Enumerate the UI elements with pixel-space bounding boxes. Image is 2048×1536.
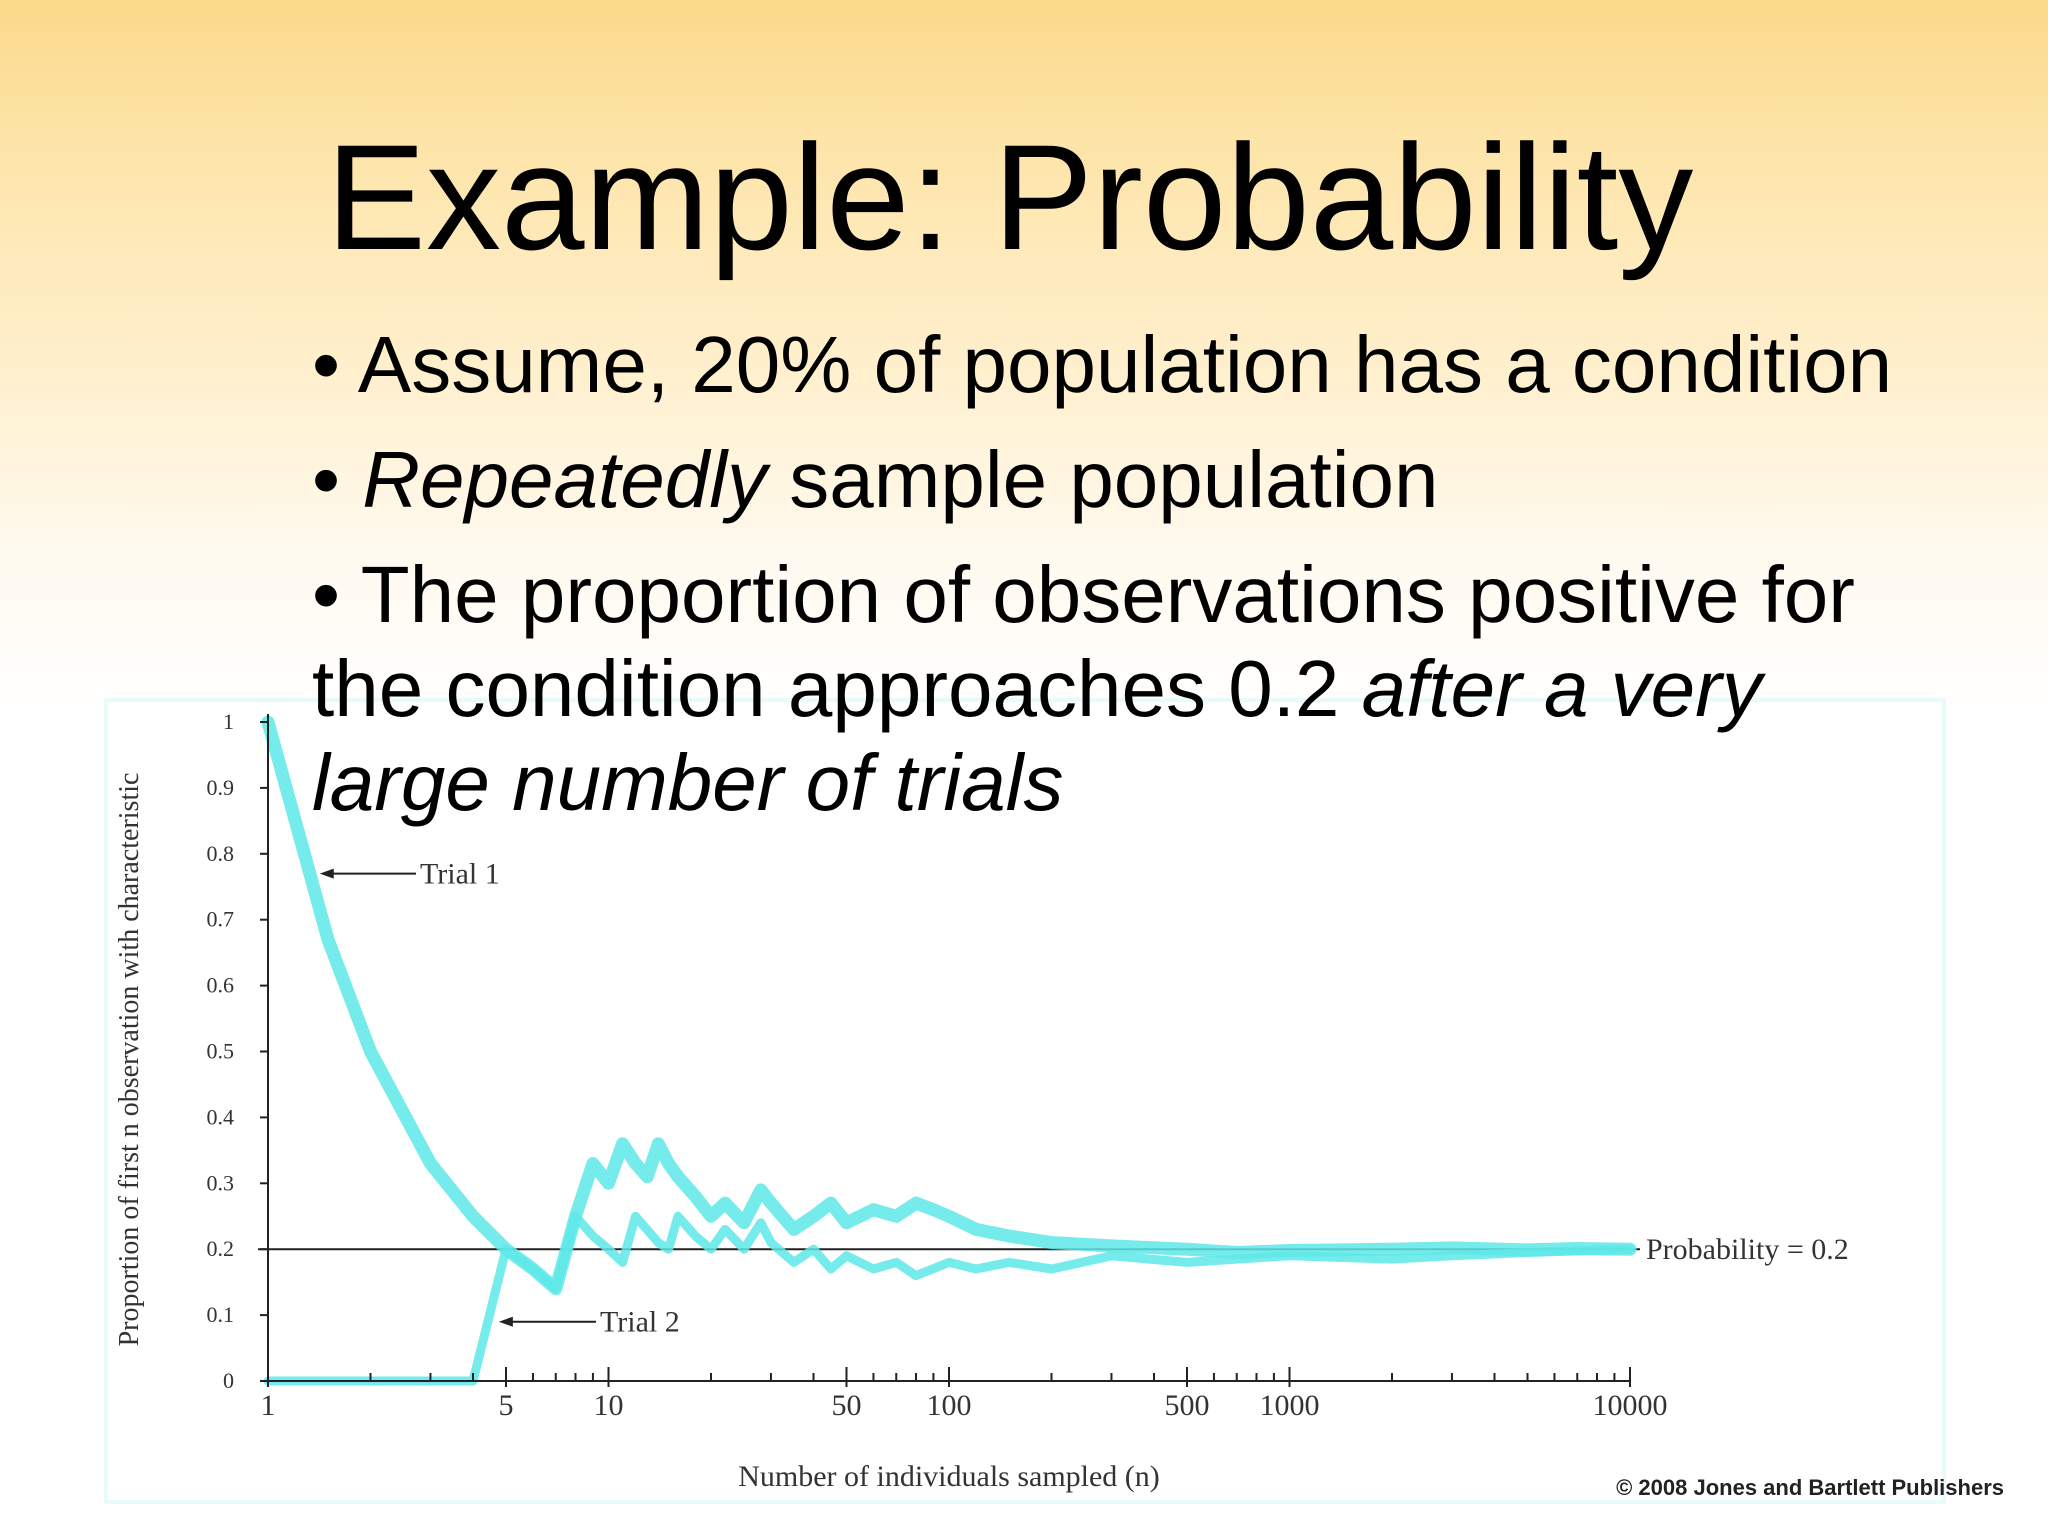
bullet-text: The proportion of observations positive … — [312, 550, 1855, 733]
annotation-arrowhead — [498, 1316, 513, 1327]
x-tick-label: 5 — [498, 1389, 513, 1422]
y-tick-label: 0 — [223, 1368, 234, 1393]
y-tick-label: 0.1 — [207, 1302, 235, 1327]
y-tick-label: 0.5 — [207, 1039, 235, 1064]
x-tick-label: 100 — [927, 1389, 972, 1422]
x-tick-label: 10000 — [1593, 1389, 1668, 1422]
y-tick-label: 0.2 — [207, 1236, 235, 1261]
bullet-item: • Repeatedly sample population — [312, 433, 1952, 527]
y-tick-label: 0.9 — [207, 775, 235, 800]
reference-line-label: Probability = 0.2 — [1646, 1233, 1849, 1266]
annotation-label: Trial 1 — [420, 858, 500, 891]
bullet-dot: • — [312, 435, 363, 524]
bullet-list: • Assume, 20% of population has a condit… — [312, 318, 1952, 851]
x-tick-label: 50 — [831, 1389, 861, 1422]
y-tick-label: 0.3 — [207, 1170, 235, 1195]
bullet-dot: • — [312, 320, 358, 409]
x-tick-label: 1000 — [1260, 1389, 1320, 1422]
annotation-label: Trial 2 — [600, 1306, 680, 1339]
annotation-arrowhead — [319, 868, 334, 879]
y-axis-title: Proportion of first n observation with c… — [114, 773, 145, 1347]
bullet-dot: • — [312, 550, 361, 639]
copyright-credit: © 2008 Jones and Bartlett Publishers — [1616, 1475, 2004, 1500]
y-tick-label: 0.4 — [207, 1104, 235, 1129]
x-tick-label: 500 — [1164, 1389, 1209, 1422]
y-tick-label: 0.8 — [207, 841, 235, 866]
y-tick-label: 0.7 — [207, 907, 235, 932]
bullet-emphasis: after a very large number of trials — [312, 644, 1762, 827]
series-line-2 — [263, 1211, 1635, 1386]
proportion-chart: 0 0.1 0.2 0.3 0.4 0.5 0.6 0.7 0.8 0.9 1 1 5 10 50 100 50… — [114, 709, 1849, 1493]
y-tick-label: 0.6 — [207, 973, 235, 998]
x-tick-label: 1 — [261, 1389, 276, 1422]
bullet-text: Assume, 20% of population has a conditio… — [357, 320, 1893, 409]
bullet-item: • Assume, 20% of population has a condit… — [312, 318, 1952, 412]
y-tick-label: 1 — [223, 709, 234, 734]
x-tick-label: 10 — [594, 1389, 624, 1422]
x-axis-title: Number of individuals sampled (n) — [738, 1460, 1160, 1493]
bullet-text: sample population — [766, 435, 1439, 524]
bullet-item: • The proportion of observations positiv… — [312, 548, 1952, 830]
slide-title: Example: Probability — [326, 113, 1694, 281]
bullet-emphasis: Repeatedly — [362, 435, 767, 524]
chart-figure: 0 0.1 0.2 0.3 0.4 0.5 0.6 0.7 0.8 0.9 1 1 5 10 50 100 50… — [104, 698, 1946, 1504]
